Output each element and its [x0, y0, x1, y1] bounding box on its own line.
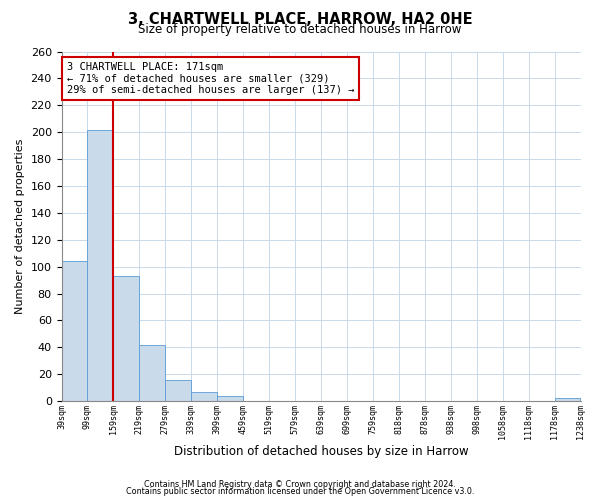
Text: 3, CHARTWELL PLACE, HARROW, HA2 0HE: 3, CHARTWELL PLACE, HARROW, HA2 0HE — [128, 12, 472, 28]
Bar — [62, 262, 88, 401]
Text: Contains public sector information licensed under the Open Government Licence v3: Contains public sector information licen… — [126, 488, 474, 496]
Bar — [554, 398, 580, 401]
Text: Contains HM Land Registry data © Crown copyright and database right 2024.: Contains HM Land Registry data © Crown c… — [144, 480, 456, 489]
Bar — [139, 344, 166, 401]
Text: 3 CHARTWELL PLACE: 171sqm
← 71% of detached houses are smaller (329)
29% of semi: 3 CHARTWELL PLACE: 171sqm ← 71% of detac… — [67, 62, 354, 95]
Bar — [166, 380, 191, 401]
Bar — [88, 130, 113, 401]
Y-axis label: Number of detached properties: Number of detached properties — [15, 138, 25, 314]
Bar — [217, 396, 243, 401]
Bar — [191, 392, 217, 401]
X-axis label: Distribution of detached houses by size in Harrow: Distribution of detached houses by size … — [174, 444, 469, 458]
Bar — [113, 276, 139, 401]
Text: Size of property relative to detached houses in Harrow: Size of property relative to detached ho… — [139, 22, 461, 36]
